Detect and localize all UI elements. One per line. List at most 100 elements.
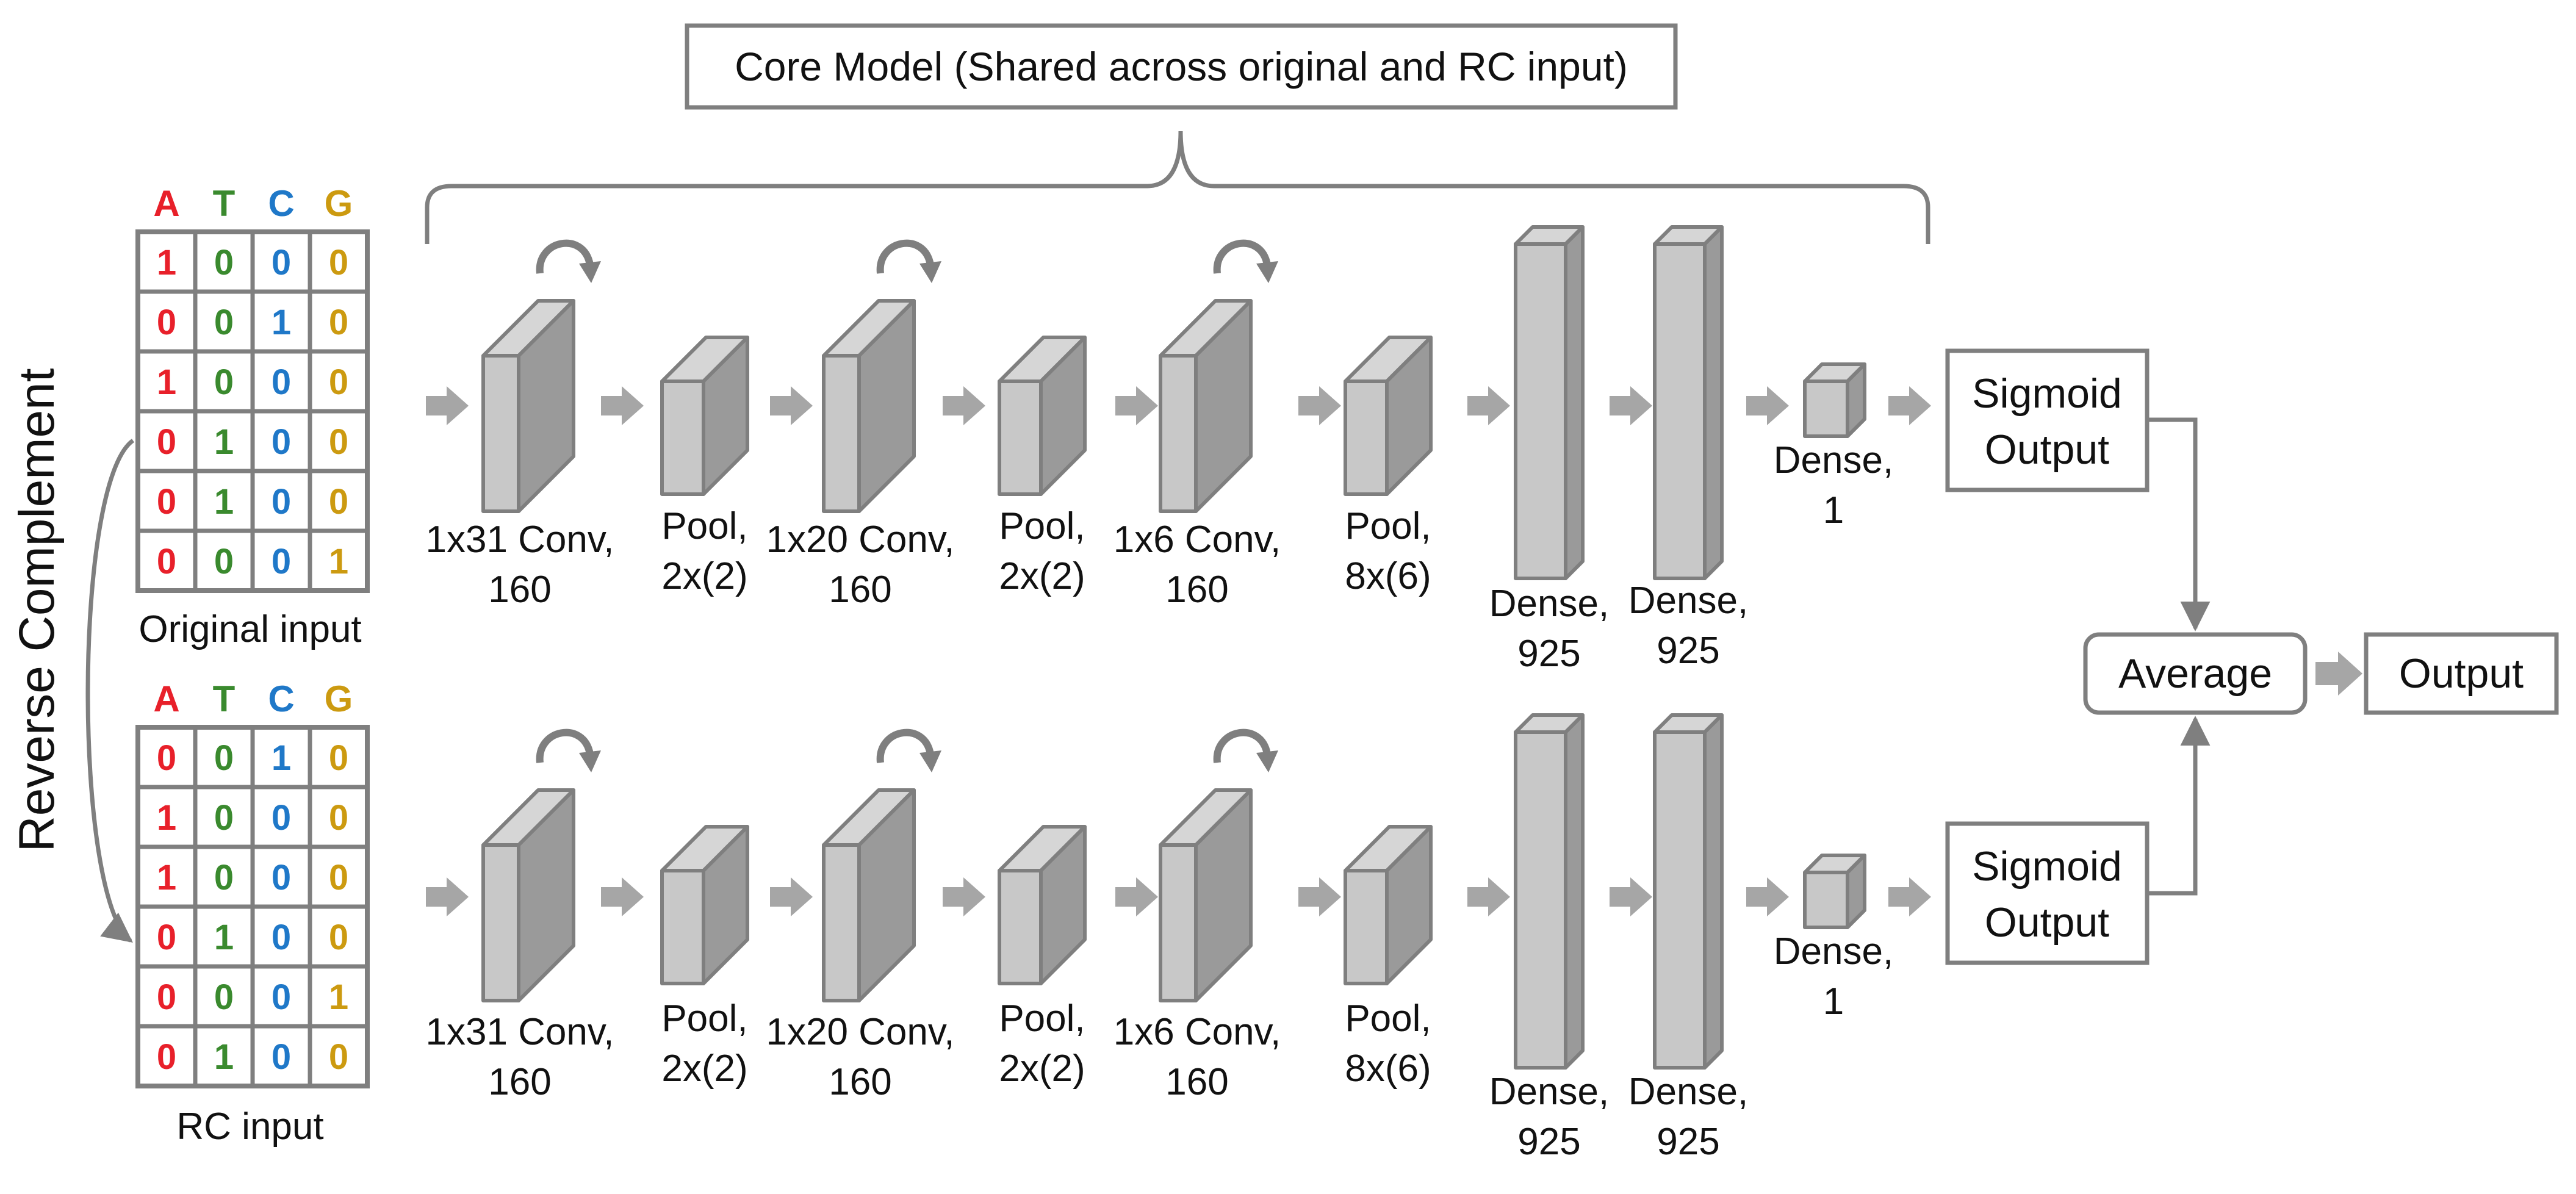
flow-arrow — [1298, 877, 1341, 916]
matrix-cell: 0 — [272, 918, 291, 957]
rotation-arrowhead-icon — [1256, 750, 1278, 772]
rotation-arrowhead-icon — [579, 750, 601, 772]
matrix-cell: 1 — [214, 1037, 234, 1077]
rotation-arrow-icon — [536, 728, 594, 763]
dense-block-side — [1564, 713, 1585, 1070]
layer-label-line2: 1 — [1823, 980, 1844, 1023]
matrix-cell: 0 — [214, 798, 234, 838]
matrix-cell: 1 — [214, 918, 234, 957]
layer-label-line1: Pool, — [1345, 505, 1431, 547]
flow-arrow — [601, 877, 644, 916]
layer-label-line2: 2x(2) — [999, 555, 1085, 597]
matrix-cell: 0 — [157, 977, 176, 1017]
matrix-cell: 0 — [214, 977, 234, 1017]
matrix-cell: 0 — [272, 542, 291, 581]
reverse-complement-label: Reverse Complement — [9, 368, 65, 852]
flow-arrow — [1888, 386, 1931, 425]
layer-label-line1: 1x6 Conv, — [1114, 519, 1281, 561]
layer-label-line1: 1x31 Conv, — [425, 1011, 614, 1053]
dense-block-side — [1703, 713, 1724, 1070]
output-box — [2364, 632, 2559, 715]
flow-arrow — [943, 877, 985, 916]
dense-small-block-front — [1803, 871, 1849, 929]
layer-label-line1: 1x20 Conv, — [766, 519, 954, 561]
flow-arrow — [426, 877, 469, 916]
flow-arrow — [1467, 386, 1510, 425]
conv-block-front — [822, 354, 861, 513]
matrix-cell: 0 — [329, 738, 348, 778]
matrix-cell: 0 — [329, 482, 348, 522]
rotation-arrow-icon — [876, 239, 934, 274]
layer-label-line1: Dense, — [1774, 930, 1893, 973]
layer-label-line2: 160 — [488, 1061, 551, 1103]
conv-block-front — [481, 354, 520, 513]
layer-label-line2: 925 — [1517, 633, 1580, 675]
conv-block-front — [1159, 843, 1198, 1002]
layer-label-line1: 1x31 Conv, — [425, 519, 614, 561]
pool-block-front — [998, 869, 1043, 985]
flow-arrow — [601, 386, 644, 425]
matrix-header-c: C — [268, 183, 294, 224]
layer-label-line2: 2x(2) — [661, 555, 747, 597]
matrix-cell: 0 — [272, 422, 291, 462]
flow-arrow — [1115, 386, 1158, 425]
matrix-header-g: G — [325, 678, 353, 719]
flow-arrow — [943, 386, 985, 425]
matrix-cell: 0 — [272, 798, 291, 838]
flow-arrow — [1610, 877, 1652, 916]
matrix-cell: 0 — [157, 918, 176, 957]
matrix-cell: 0 — [214, 303, 234, 342]
flow-arrow — [770, 877, 813, 916]
layer-label-line2: 8x(6) — [1345, 555, 1431, 597]
flow-arrow — [1610, 386, 1652, 425]
matrix-cell: 0 — [329, 422, 348, 462]
sigmoid-output-top-line1: Sigmoid — [1972, 370, 2122, 417]
layer-label-line1: 1x20 Conv, — [766, 1011, 954, 1053]
matrix-cell: 0 — [329, 918, 348, 957]
pool-block-front — [660, 869, 705, 985]
flow-arrow — [1298, 386, 1341, 425]
flow-arrow — [1746, 386, 1789, 425]
matrix-cell: 0 — [329, 362, 348, 402]
flow-arrow — [1115, 877, 1158, 916]
pool-block-front — [660, 379, 705, 496]
original-input-matrix: A T C G1 0 0 00 0 1 01 0 0 00 1 0 00 1 0 00 0 0 1 — [135, 183, 370, 593]
rotation-arrow-icon — [536, 239, 594, 274]
dense-block-front — [1653, 730, 1707, 1070]
matrix-cell: 1 — [272, 303, 291, 342]
matrix-cell: 0 — [272, 1037, 291, 1077]
connector-bottom-to-average — [2147, 716, 2211, 896]
layer-label-line1: Dense, — [1628, 580, 1748, 622]
pool-block-front — [1344, 869, 1389, 985]
matrix-cell: 0 — [214, 738, 234, 778]
flow-arrow — [770, 386, 813, 425]
dense-block-front — [1653, 242, 1707, 580]
flow-arrow — [1746, 877, 1789, 916]
layer-label-line2: 160 — [1165, 1061, 1228, 1103]
matrix-cell: 0 — [214, 362, 234, 402]
layer-label-line1: Dense, — [1489, 583, 1609, 625]
rotation-arrowhead-icon — [919, 750, 941, 772]
dense-block-side — [1703, 225, 1724, 580]
matrix-cell: 0 — [214, 858, 234, 897]
rc-input-matrix: A T C G0 0 1 01 0 0 01 0 0 00 1 0 00 0 0 10 1 0 0 — [135, 678, 370, 1088]
matrix-cell: 0 — [272, 243, 291, 282]
pool-block-front — [1344, 379, 1389, 496]
pool-block-front — [998, 379, 1043, 496]
rotation-arrowhead-icon — [579, 261, 601, 283]
conv-block-front — [822, 843, 861, 1002]
layer-label-line1: Pool, — [1345, 998, 1431, 1040]
layer-label-line1: Dense, — [1774, 439, 1893, 481]
rotation-arrowhead-icon — [1256, 261, 1278, 283]
rc-branch: 1x31 Conv, 160 1x20 Conv, 160 1x6 Conv, 160 Po… — [425, 713, 1931, 1163]
flow-arrow — [426, 386, 469, 425]
connector-top-to-average — [2147, 417, 2211, 631]
matrix-cell: 0 — [157, 482, 176, 522]
conv-block-front — [481, 843, 520, 1002]
sigmoid-output-top-line2: Output — [1985, 426, 2109, 473]
matrix-cell: 0 — [157, 1037, 176, 1077]
matrix-cell: 0 — [272, 977, 291, 1017]
matrix-cell: 0 — [157, 303, 176, 342]
matrix-cell: 1 — [157, 362, 176, 402]
